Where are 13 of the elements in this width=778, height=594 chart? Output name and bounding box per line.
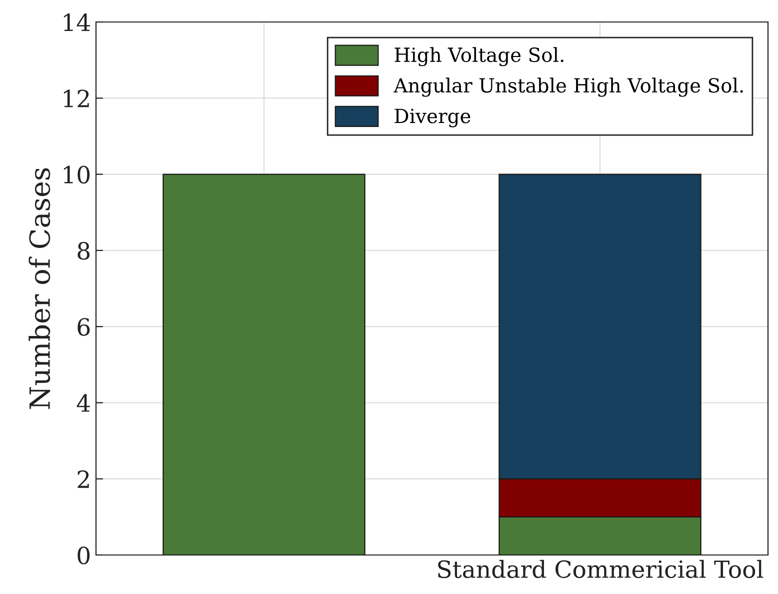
- y-tick-label: 2: [78, 470, 89, 488]
- y-tick-label: 12: [64, 90, 89, 108]
- y-tick-label: 4: [76, 394, 90, 412]
- legend-label: High Voltage Sol.: [394, 47, 564, 66]
- x-tick-label: Standard Commericial Tool: [438, 560, 764, 578]
- y-tick-label: 14: [64, 13, 90, 31]
- legend-label: Angular Unstable High Voltage Sol.: [394, 78, 743, 97]
- y-axis-title: Number of Cases: [28, 168, 50, 409]
- y-tick-label: 8: [78, 242, 90, 260]
- y-tick-label: 10: [64, 166, 90, 184]
- y-tick-label: 6: [78, 318, 90, 336]
- legend-label: Diverge: [394, 108, 470, 128]
- y-tick-label: 0: [78, 546, 90, 564]
